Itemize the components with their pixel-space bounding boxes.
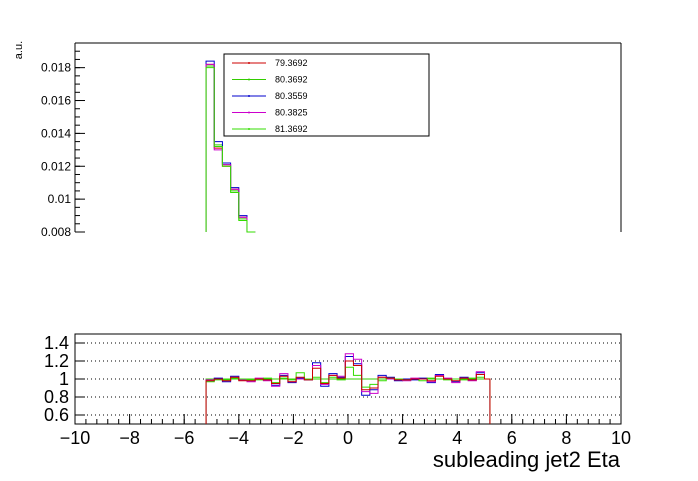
- ratio-y-tick-label: 1.4: [44, 333, 69, 353]
- legend-label: 79.3692: [275, 58, 308, 68]
- top-y-tick-label: 0.012: [41, 159, 71, 173]
- ratio-x-tick-label: −10: [60, 428, 91, 448]
- ratio-panel: 0.60.811.21.4 −10 −8 −6 −4 −2 0 2 4 6 8 10 sublead…: [44, 333, 631, 472]
- ratio-x-tick-label: 2: [398, 428, 408, 448]
- ratio-y-ticks: 0.60.811.21.4: [44, 333, 85, 425]
- legend-label: 81.3692: [275, 124, 308, 134]
- legend-label: 80.3825: [275, 108, 308, 118]
- legend-marker: [248, 62, 250, 64]
- top-y-tick-label: 0.008: [41, 225, 71, 239]
- ratio-series-line: [205, 366, 491, 424]
- ratio-series-line: [205, 356, 491, 424]
- legend-marker: [248, 111, 250, 114]
- top-series-line: [205, 60, 256, 233]
- ratio-x-tick-label: 0: [343, 428, 353, 448]
- top-y-tick-label: 0.018: [41, 61, 71, 75]
- ratio-y-tick-label: 1.2: [44, 351, 69, 371]
- legend-marker: [248, 128, 250, 130]
- ratio-x-tick-label: 6: [507, 428, 517, 448]
- ratio-x-tick-label: 10: [611, 428, 631, 448]
- ratio-series-line: [205, 360, 491, 424]
- top-ylabel: a.u.: [13, 41, 25, 59]
- ratio-x-tick-label: −4: [229, 428, 250, 448]
- ratio-series-line: [205, 353, 491, 424]
- top-series-line: [205, 63, 256, 233]
- top-y-tick-label: 0.016: [41, 94, 71, 108]
- top-y-tick-label: 0.014: [41, 126, 71, 140]
- x-axis-label: subleading jet2 Eta: [433, 447, 621, 472]
- legend-marker: [248, 95, 250, 97]
- top-series-line: [205, 67, 256, 233]
- ratio-x-tick-label: −6: [174, 428, 195, 448]
- legend: 79.3692 80.3692 80.3559 80.3825 81.3692: [223, 53, 430, 137]
- legend-label: 80.3692: [275, 75, 308, 85]
- ratio-x-tick-label: −8: [119, 428, 140, 448]
- ratio-x-tick-label: 4: [452, 428, 462, 448]
- top-series-group: [205, 60, 256, 233]
- ratio-y-tick-label: 0.8: [44, 387, 69, 407]
- legend-label: 80.3559: [275, 91, 308, 101]
- ratio-y-tick-label: 0.6: [44, 405, 69, 425]
- ratio-x-tick-label: 8: [561, 428, 571, 448]
- top-y-ticks: 0.008 0.01 0.012 0.014 0.016 0.018: [41, 50, 85, 239]
- ratio-y-tick-label: 1: [59, 369, 69, 389]
- ratio-x-ticks: −10 −8 −6 −4 −2 0 2 4 6 8 10: [60, 414, 631, 448]
- top-panel: 0.008 0.01 0.012 0.014 0.016 0.018 a.u. 79.36…: [13, 41, 622, 239]
- legend-marker: [248, 78, 250, 81]
- ratio-x-tick-label: −2: [283, 428, 304, 448]
- legend-box: [223, 53, 430, 137]
- ratio-series-group: [205, 353, 491, 424]
- top-y-tick-label: 0.01: [48, 192, 72, 206]
